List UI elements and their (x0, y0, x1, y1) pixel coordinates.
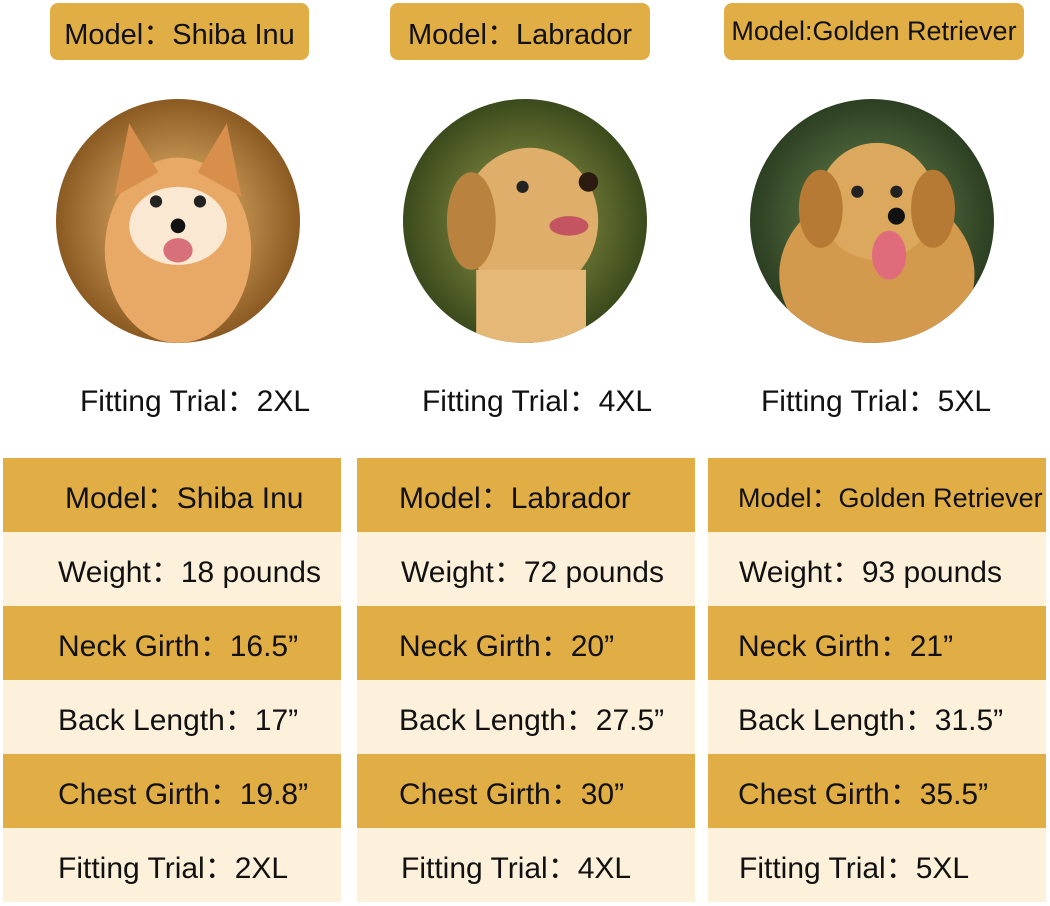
fitting-trial-shiba: Fitting Trial：2XL (79, 385, 311, 418)
table-fitting-trial: Fitting Trial：5XL (708, 828, 1046, 902)
table-neck-girth: Neck Girth：20” (357, 606, 695, 680)
table-chest-girth: Chest Girth：35.5” (708, 754, 1046, 828)
table-weight: Weight：72 pounds (357, 532, 695, 606)
model-label-labrador: Model：Labrador (390, 3, 650, 60)
fitting-trial-labrador: Fitting Trial：4XL (421, 385, 653, 418)
table-model: Model：Labrador (357, 458, 695, 532)
table-back-length: Back Length：27.5” (357, 680, 695, 754)
table-back-length: Back Length：17” (3, 680, 341, 754)
table-neck-girth: Neck Girth：21” (708, 606, 1046, 680)
table-neck-girth: Neck Girth：16.5” (3, 606, 341, 680)
table-model: Model：Golden Retriever (708, 458, 1046, 532)
model-label-golden: Model:Golden Retriever (724, 3, 1024, 60)
table-fitting-trial: Fitting Trial：2XL (3, 828, 341, 902)
table-weight: Weight：93 pounds (708, 532, 1046, 606)
table-back-length: Back Length：31.5” (708, 680, 1046, 754)
size-table-shiba: Model：Shiba Inu Weight：18 pounds Neck Gi… (3, 458, 341, 902)
shiba-inu-photo (56, 99, 300, 343)
labrador-photo (403, 99, 647, 343)
size-table-golden: Model：Golden Retriever Weight：93 pounds … (708, 458, 1046, 902)
golden-retriever-photo (750, 99, 994, 343)
table-chest-girth: Chest Girth：19.8” (3, 754, 341, 828)
size-table-labrador: Model：Labrador Weight：72 pounds Neck Gir… (357, 458, 695, 902)
fitting-trial-golden: Fitting Trial：5XL (760, 385, 992, 418)
table-model: Model：Shiba Inu (3, 458, 341, 532)
table-weight: Weight：18 pounds (3, 532, 341, 606)
model-label-shiba: Model：Shiba Inu (50, 3, 309, 60)
table-fitting-trial: Fitting Trial：4XL (357, 828, 695, 902)
table-chest-girth: Chest Girth：30” (357, 754, 695, 828)
